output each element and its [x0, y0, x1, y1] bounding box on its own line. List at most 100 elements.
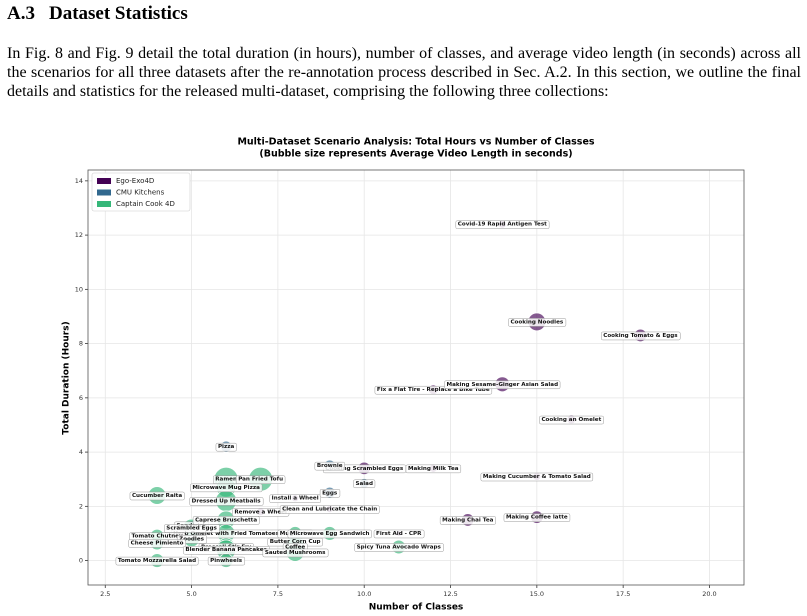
label-box [354, 543, 444, 552]
x-tick-label: 15.0 [530, 590, 544, 598]
section-heading: A.3 Dataset Statistics [7, 3, 202, 25]
bubble-label: Cooking Noodles [510, 319, 563, 325]
label-box [444, 380, 561, 390]
label-box [373, 529, 425, 539]
label-box [287, 529, 372, 539]
bubble-label: Making Chai Tea [442, 517, 494, 523]
chart: Multi-Dataset Scenario Analysis: Total H… [62, 137, 745, 613]
bubble-label: Eggs [322, 490, 338, 496]
bubble-label: Fix a Flat Tire - Replace a Bike Tube [377, 387, 490, 393]
label-box [189, 497, 264, 506]
x-tick-label: 7.5 [273, 590, 283, 598]
label-box [115, 556, 199, 566]
bubble-label: Caprese Bruschetta [195, 517, 257, 523]
x-tick-label: 20.0 [702, 590, 716, 598]
label-box [279, 505, 380, 514]
y-tick-label: 4 [79, 448, 83, 456]
y-tick-label: 12 [75, 231, 83, 239]
chart-subtitle: (Bubble size represents Average Video Le… [259, 149, 572, 160]
label-box [600, 331, 681, 341]
bubble-label: Microwave Mug Pizza [192, 485, 260, 491]
section-title: Dataset Statistics [48, 3, 188, 24]
bubble-label: Ramen [215, 477, 237, 483]
bubble-label: Salad [355, 481, 373, 487]
bubble-label: Cooking Tomato & Eggs [603, 333, 678, 339]
bubble-label: Zoodles [179, 536, 204, 542]
legend-label: CMU Kitchens [116, 189, 165, 197]
legend-label: Ego-Exo4D [116, 177, 154, 185]
y-tick-label: 8 [79, 340, 83, 348]
legend-frame [91, 172, 191, 212]
label-box [405, 464, 462, 474]
y-tick-label: 0 [79, 557, 83, 565]
x-tick-label: 5.0 [186, 590, 196, 598]
bubble-label: Blender Banana Pancakes [185, 547, 267, 553]
bubble-label: Cucumber Raita [132, 493, 182, 499]
labels: Covid-19 Rapid Antigen Test Cooking Noodl… [115, 220, 681, 566]
y-tick-label: 14 [75, 177, 83, 185]
legend-swatch [97, 201, 111, 207]
chart-title: Multi-Dataset Scenario Analysis: Total H… [237, 137, 594, 148]
label-box [129, 491, 185, 501]
label-box [128, 539, 186, 548]
y-tick-label: 10 [75, 285, 83, 293]
bubble-label: Spicy Tuna Avocado Wraps [357, 545, 442, 551]
bubble-label: Tomato Mozzarella Salad [118, 558, 196, 564]
label-box [269, 494, 321, 503]
label-box [190, 483, 263, 493]
label-box [319, 489, 341, 498]
grid [88, 170, 744, 585]
bubble-label: Cooking an Omelet [541, 417, 601, 423]
bubble-label: Making Sesame-Ginger Asian Salad [447, 382, 559, 388]
label-box [539, 415, 604, 425]
label-box [314, 461, 345, 471]
bubble-label: Making Milk Tea [408, 466, 459, 472]
bubble-label: Cooking Scrambled Eggs [325, 466, 404, 472]
y-axis-label: Total Duration (Hours) [62, 321, 72, 434]
bubble-label: Coffee [285, 545, 305, 551]
bubble-label: Butter Corn Cup [270, 539, 321, 545]
bubble-label: Tomato Chutney [131, 534, 183, 540]
label-box [262, 548, 329, 558]
label-box [207, 556, 246, 566]
bubble-label: Herb Omelet with Fried Tomatoes [173, 531, 279, 537]
legend-label: Captain Cook 4D [116, 200, 175, 208]
bubble-label: Clean and Lubricate the Chain [282, 507, 377, 513]
label-box [353, 479, 376, 489]
bubble-label: Making Cucumber & Tomato Salad [483, 474, 591, 480]
legend-swatch [97, 189, 111, 196]
x-axis-label: Number of Classes [369, 603, 464, 613]
bubble-label: Microwave Egg Sandwich [290, 531, 370, 537]
bubble-label: Install a Wheel [272, 496, 319, 502]
label-box [192, 516, 260, 525]
label-box [508, 318, 567, 327]
label-box [215, 442, 237, 452]
label-box [439, 516, 496, 525]
bubble-label: Pizza [218, 444, 235, 450]
legend: Ego-Exo4D CMU Kitchens Captain Cook 4D [91, 172, 191, 212]
label-box [455, 220, 550, 229]
legend-swatch [97, 178, 111, 184]
bubble-label: Scrambled Eggs [166, 526, 217, 532]
bubble-label: Dressed Up Meatballs [192, 498, 262, 504]
plot-frame [87, 169, 745, 586]
bubble-label: Sauted Mushrooms [265, 550, 326, 556]
paragraph: In Fig. 8 and Fig. 9 detail the total du… [7, 45, 801, 100]
label-box [480, 472, 594, 482]
bubble-label: Covid-19 Rapid Antigen Test [458, 222, 547, 228]
bubble-label: Pan Fried Tofu [238, 477, 283, 483]
bubble-label: First Aid - CPR [376, 531, 422, 537]
x-tick-label: 10.0 [357, 590, 371, 598]
y-tick-label: 6 [79, 394, 83, 402]
bubble-label: Brownie [317, 463, 343, 469]
bubble-label: Pinwheels [210, 558, 243, 564]
x-tick-label: 17.5 [616, 590, 630, 598]
section-number: A.3 [7, 3, 35, 24]
label-box [164, 524, 220, 533]
label-box [503, 513, 571, 522]
bubble-label: Making Coffee latte [506, 515, 568, 521]
x-tick-label: 2.5 [100, 590, 110, 598]
x-tick-label: 12.5 [443, 590, 457, 598]
bubble-label: Remove a Wheel [234, 509, 287, 515]
